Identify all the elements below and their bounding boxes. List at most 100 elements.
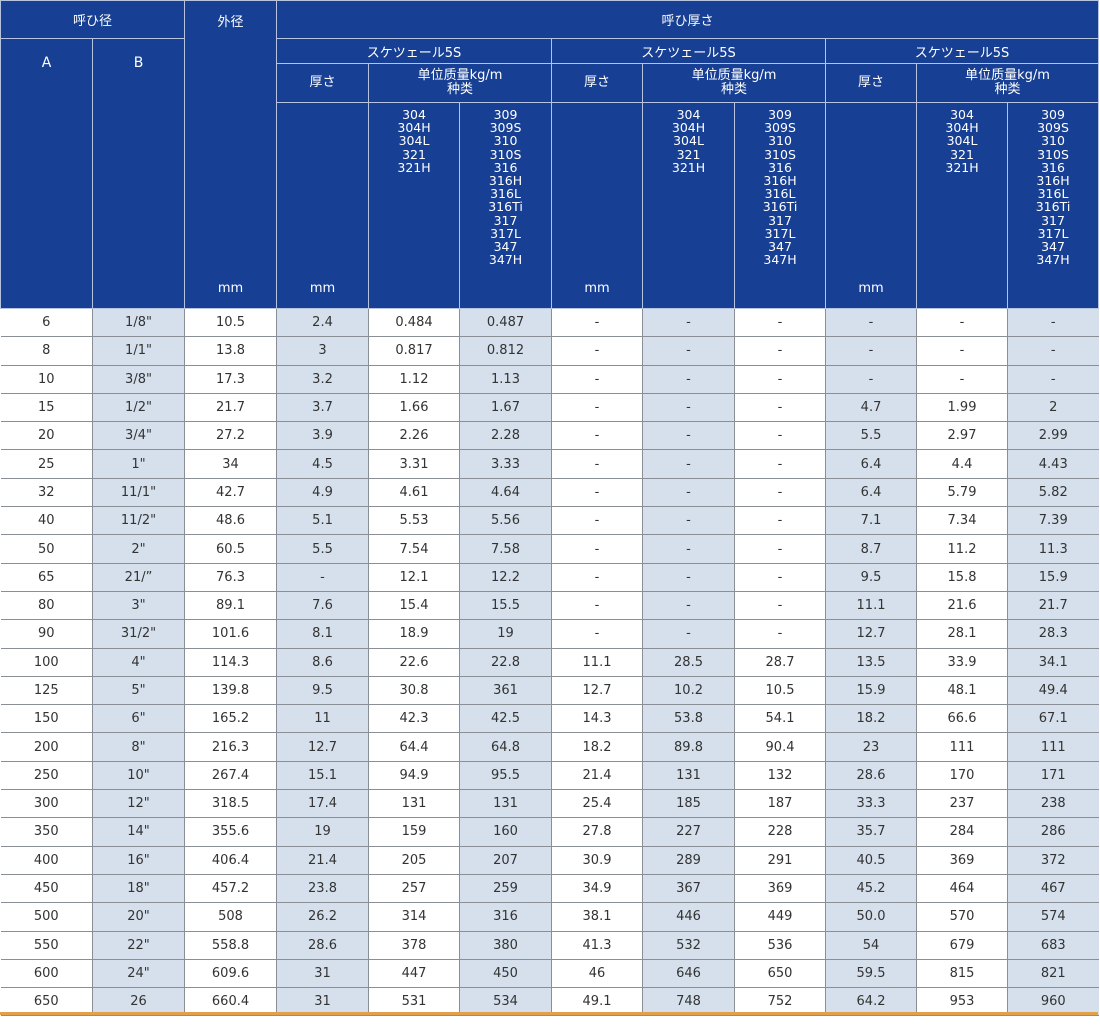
outer-diameter-label: 外径 <box>217 15 244 30</box>
cell-mass-304-3: - <box>916 365 1008 394</box>
cell-thickness-1: 7.6 <box>276 591 369 621</box>
cell-mass-309-1: 316 <box>459 902 552 932</box>
table-row: 100 4" 114.3 8.6 22.6 22.8 11.1 28.5 28.7 13.5 33.… <box>0 648 1099 677</box>
cell-size-a: 100 <box>0 648 93 677</box>
cell-mass-309-2: - <box>734 506 826 536</box>
cell-mass-304-3: 15.8 <box>916 563 1008 592</box>
cell-outer-diameter: 216.3 <box>184 732 277 762</box>
cell-mass-309-3: 7.39 <box>1007 506 1099 536</box>
cell-mass-304-1: 4.61 <box>368 478 460 508</box>
cell-size-b: 14" <box>91 817 185 847</box>
cell-mass-309-2: 536 <box>734 931 826 960</box>
cell-mass-304-1: 94.9 <box>368 761 460 791</box>
cell-size-a: 25 <box>0 449 93 479</box>
cell-mass-304-1: 159 <box>368 817 460 847</box>
cell-mass-304-2: - <box>642 308 735 338</box>
table-row: 20 3/4" 27.2 3.9 2.26 2.28- - -5.5 2.97 2.99 <box>0 421 1099 451</box>
cell-mass-304-3: 111 <box>916 732 1008 762</box>
cell-thickness-2: 21.4 <box>551 761 643 791</box>
cell-mass-304-2: - <box>642 478 735 508</box>
cell-mass-304-2: - <box>642 336 735 366</box>
cell-thickness-2: 25.4 <box>551 789 643 819</box>
cell-outer-diameter: 165.2 <box>184 704 277 734</box>
cell-mass-309-2: 291 <box>734 846 826 875</box>
cell-mass-304-1: 205 <box>368 846 460 875</box>
cell-mass-309-3: 11.3 <box>1007 534 1099 564</box>
bottom-accent-line <box>0 1012 1098 1015</box>
cell-size-b: 21/” <box>91 563 185 592</box>
cell-mass-304-2: - <box>642 506 735 536</box>
cell-size-a: 450 <box>0 874 93 904</box>
cell-thickness-1: 3.2 <box>276 365 369 394</box>
grade-list-heat-resistant: 309 309S 310 310S 316 316H 316L 316Ti 31… <box>734 102 827 309</box>
cell-outer-diameter: 48.6 <box>184 506 277 536</box>
cell-thickness-3: 33.3 <box>825 789 917 819</box>
table-header: 呼ひ径 外径 mm 呼ひ厚さ A B スケツェール5S スケツェール5S スケツェー… <box>0 0 1100 309</box>
cell-thickness-2: 34.9 <box>551 874 643 904</box>
table-row: 10 3/8" 17.3 3.2 1.12 1.13- - - - - - <box>0 365 1099 394</box>
cell-outer-diameter: 318.5 <box>184 789 277 819</box>
cell-thickness-1: 17.4 <box>276 789 369 819</box>
cell-thickness-2: - <box>551 619 643 649</box>
cell-mass-309-3: 467 <box>1007 874 1099 904</box>
cell-mass-309-3: 171 <box>1007 761 1099 791</box>
cell-mass-309-3: 15.9 <box>1007 563 1099 592</box>
cell-mass-309-3: 49.4 <box>1007 676 1099 706</box>
cell-outer-diameter: 42.7 <box>184 478 277 508</box>
cell-thickness-3: 4.7 <box>825 393 917 423</box>
table-row: 32 11/1" 42.7 4.9 4.61 4.64- - -6.4 5.79 5.82 <box>0 478 1099 508</box>
cell-mass-304-1: 0.817 <box>368 336 460 366</box>
grade-list-heat-resistant: 309 309S 310 310S 316 316H 316L 316Ti 31… <box>1007 102 1100 309</box>
thickness-unit: mm <box>276 102 370 309</box>
cell-thickness-1: 4.5 <box>276 449 369 479</box>
cell-outer-diameter: 355.6 <box>184 817 277 847</box>
cell-mass-304-3: - <box>916 336 1008 366</box>
cell-mass-309-3: - <box>1007 336 1099 366</box>
cell-thickness-2: 49.1 <box>551 987 643 1017</box>
table-row: 25 1" 34 4.5 3.31 3.33- - -6.4 4.4 4.43 <box>0 449 1099 479</box>
cell-mass-309-2: - <box>734 365 826 394</box>
cell-thickness-2: 27.8 <box>551 817 643 847</box>
cell-mass-304-2: 446 <box>642 902 735 932</box>
cell-thickness-2: - <box>551 534 643 564</box>
table-row: 200 8" 216.3 12.7 64.4 64.8 18.2 89.8 90.4 23 111 1… <box>0 732 1099 762</box>
cell-size-b: 26 <box>91 987 185 1017</box>
cell-thickness-3: 45.2 <box>825 874 917 904</box>
cell-size-b: 31/2" <box>91 619 185 649</box>
table-row: 600 24" 609.6 31 447 450 46 646 650 59.5 815 821 <box>0 959 1099 989</box>
cell-thickness-2: - <box>551 563 643 592</box>
cell-outer-diameter: 60.5 <box>184 534 277 564</box>
cell-mass-309-1: 42.5 <box>459 704 552 734</box>
cell-mass-309-1: 259 <box>459 874 552 904</box>
table-row: 150 6" 165.2 11 42.3 42.5 14.3 53.8 54.1 18.2 66.6… <box>0 704 1099 734</box>
cell-thickness-1: 12.7 <box>276 732 369 762</box>
cell-mass-304-2: 10.2 <box>642 676 735 706</box>
cell-mass-304-2: 532 <box>642 931 735 960</box>
cell-outer-diameter: 114.3 <box>184 648 277 677</box>
cell-size-b: 16" <box>91 846 185 875</box>
table-row: 8 1/1" 13.8 3 0.817 0.812- - - - - - <box>0 336 1099 366</box>
cell-mass-304-1: 64.4 <box>368 732 460 762</box>
cell-thickness-1: 3.7 <box>276 393 369 423</box>
cell-thickness-2: - <box>551 449 643 479</box>
table-row: 350 14" 355.6 19 159 160 27.8 227 228 35.7 284 286 <box>0 817 1099 847</box>
cell-thickness-2: 11.1 <box>551 648 643 677</box>
cell-mass-304-3: 4.4 <box>916 449 1008 479</box>
cell-outer-diameter: 27.2 <box>184 421 277 451</box>
cell-mass-309-3: 4.43 <box>1007 449 1099 479</box>
cell-mass-304-3: 815 <box>916 959 1008 989</box>
cell-size-b: 10" <box>91 761 185 791</box>
cell-mass-304-1: 42.3 <box>368 704 460 734</box>
cell-size-b: 6" <box>91 704 185 734</box>
cell-size-b: 8" <box>91 732 185 762</box>
cell-size-a: 8 <box>0 336 93 366</box>
cell-mass-304-3: 570 <box>916 902 1008 932</box>
cell-size-a: 15 <box>0 393 93 423</box>
cell-size-a: 40 <box>0 506 93 536</box>
cell-mass-304-2: - <box>642 619 735 649</box>
cell-outer-diameter: 101.6 <box>184 619 277 649</box>
cell-mass-309-2: - <box>734 308 826 338</box>
cell-mass-309-1: 2.28 <box>459 421 552 451</box>
cell-mass-304-2: - <box>642 534 735 564</box>
cell-thickness-1: 31 <box>276 987 369 1017</box>
